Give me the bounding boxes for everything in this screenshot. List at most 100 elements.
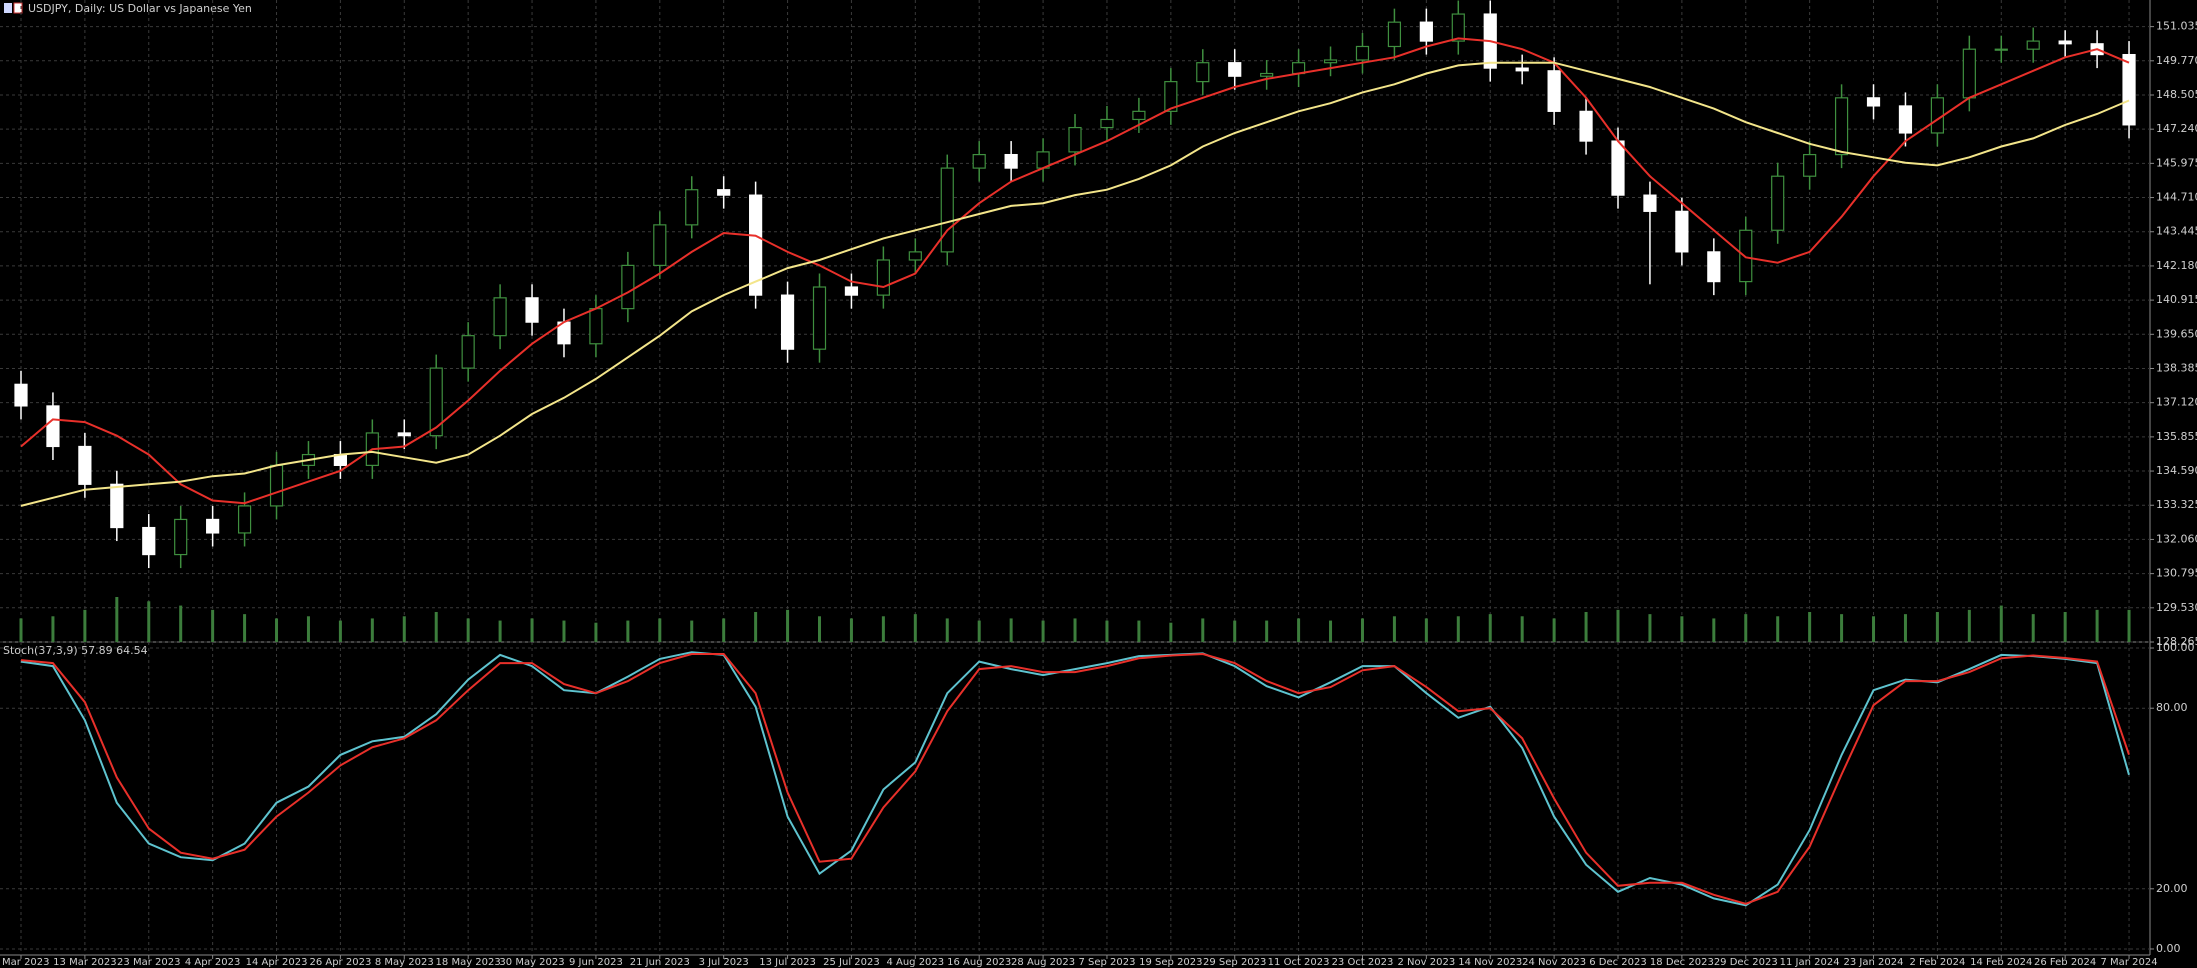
x-tick-label: 18 May 2023 xyxy=(436,957,501,968)
candle-body xyxy=(621,264,635,310)
x-tick-label: 21 Jun 2023 xyxy=(630,957,690,968)
y-tick-label: 138.385 xyxy=(2156,361,2197,374)
candle-body xyxy=(1323,59,1338,64)
volume-bar xyxy=(1073,618,1077,642)
candle-body xyxy=(1994,48,2008,51)
volume-bar xyxy=(1999,605,2003,642)
candle-body xyxy=(1228,62,1242,77)
y-tick-label: 130.795 xyxy=(2156,567,2197,580)
x-tick-label: 24 Nov 2023 xyxy=(1522,957,1586,968)
candle-body xyxy=(110,483,124,529)
volume-bar xyxy=(818,616,821,642)
y-tick-label: 128.265 xyxy=(2156,635,2197,648)
candle-body xyxy=(1196,62,1210,83)
candle-body xyxy=(1260,72,1274,77)
volume-bar xyxy=(722,618,726,642)
volume-bar xyxy=(1009,618,1013,642)
candle-body xyxy=(940,167,954,253)
volume-bar xyxy=(275,618,279,642)
y-tick-label: 100.00 xyxy=(2156,641,2195,654)
volume-bar xyxy=(1137,620,1141,642)
candle-body xyxy=(1930,97,1945,134)
volume-bar xyxy=(562,620,566,642)
candle-body xyxy=(1132,110,1146,121)
volume-bar xyxy=(115,597,119,642)
x-tick-label: 2 Nov 2023 xyxy=(1398,957,1456,968)
volume-bar xyxy=(1201,618,1205,642)
volume-bar xyxy=(498,620,502,642)
candle-body xyxy=(1834,97,1849,156)
candle-body xyxy=(589,308,603,345)
x-tick-label: 23 Oct 2023 xyxy=(1332,957,1394,968)
candle-body xyxy=(1962,48,1976,99)
candle-body xyxy=(1579,110,1593,142)
moving-average-line xyxy=(20,37,2130,505)
x-tick-label: 4 Apr 2023 xyxy=(185,957,240,968)
candle-body xyxy=(1419,21,1433,42)
y-tick-label: 135.855 xyxy=(2156,430,2197,443)
volume-bar xyxy=(1584,612,1588,642)
candle-body xyxy=(1898,105,1913,134)
candle-body xyxy=(1739,229,1753,283)
x-tick-label: 9 Jun 2023 xyxy=(569,957,623,968)
y-tick-label: 148.505 xyxy=(2156,88,2197,101)
x-tick-label: 19 Sep 2023 xyxy=(1139,957,1202,968)
candle-body xyxy=(780,294,795,350)
candle-body xyxy=(908,251,922,261)
volume-bar xyxy=(211,609,215,642)
volume-bar xyxy=(83,609,87,642)
x-tick-label: 14 Apr 2023 xyxy=(246,957,308,968)
candle-body xyxy=(972,153,986,169)
y-tick-label: 134.590 xyxy=(2156,464,2197,477)
volume-bar xyxy=(754,612,758,642)
y-tick-label: 143.445 xyxy=(2156,225,2197,238)
x-tick-label: 7 Sep 2023 xyxy=(1078,957,1135,968)
volume-bar xyxy=(1680,616,1684,642)
candle-body xyxy=(2122,53,2136,126)
volume-bar xyxy=(1808,612,1812,642)
x-tick-label: 3 Jul 2023 xyxy=(699,957,749,968)
candle-body xyxy=(142,526,156,556)
moving-average-line xyxy=(20,61,2130,507)
volume-bar xyxy=(1233,620,1237,642)
x-tick-label: 11 Oct 2023 xyxy=(1268,957,1330,968)
indicator-title: Stoch(37,3,9) 57.89 64.54 xyxy=(3,644,148,657)
volume-bar xyxy=(1776,616,1780,642)
chart-title: USDJPY, Daily: US Dollar vs Japanese Yen xyxy=(28,2,252,15)
volume-bar xyxy=(19,618,23,642)
candle-body xyxy=(429,367,443,437)
x-tick-label: 14 Nov 2023 xyxy=(1458,957,1522,968)
volume-bar xyxy=(1456,616,1460,642)
y-tick-label: 145.975 xyxy=(2156,156,2197,169)
candle-body xyxy=(685,189,699,226)
volume-bar xyxy=(1424,618,1428,642)
volume-bar xyxy=(306,616,310,642)
x-tick-label: 11 Jan 2024 xyxy=(1780,957,1840,968)
y-tick-label: 142.180 xyxy=(2156,259,2197,272)
volume-bar xyxy=(1712,618,1716,642)
volume-bar xyxy=(530,618,534,642)
volume-bar xyxy=(402,616,406,642)
volume-bar xyxy=(1520,616,1524,642)
volume-bar xyxy=(2095,609,2099,642)
volume-bar xyxy=(1616,609,1620,642)
candle-body xyxy=(1004,153,1018,169)
candle-body xyxy=(269,464,284,507)
candle-body xyxy=(812,286,827,350)
volume-bar xyxy=(1488,614,1492,642)
volume-bar xyxy=(690,620,694,642)
y-tick-label: 149.770 xyxy=(2156,54,2197,67)
volume-bar xyxy=(2063,612,2067,642)
candle-body xyxy=(525,297,539,323)
x-tick-label: 23 Jan 2024 xyxy=(1844,957,1904,968)
x-tick-label: 6 Dec 2023 xyxy=(1589,957,1647,968)
y-tick-label: 151.035 xyxy=(2156,20,2197,33)
y-tick-label: 20.00 xyxy=(2156,882,2188,895)
volume-bar xyxy=(147,601,151,642)
y-tick-label: 140.915 xyxy=(2156,293,2197,306)
volume-bar xyxy=(1392,616,1396,642)
volume-bar xyxy=(1648,614,1652,642)
candle-body xyxy=(2058,40,2072,45)
volume-bar xyxy=(243,614,247,642)
